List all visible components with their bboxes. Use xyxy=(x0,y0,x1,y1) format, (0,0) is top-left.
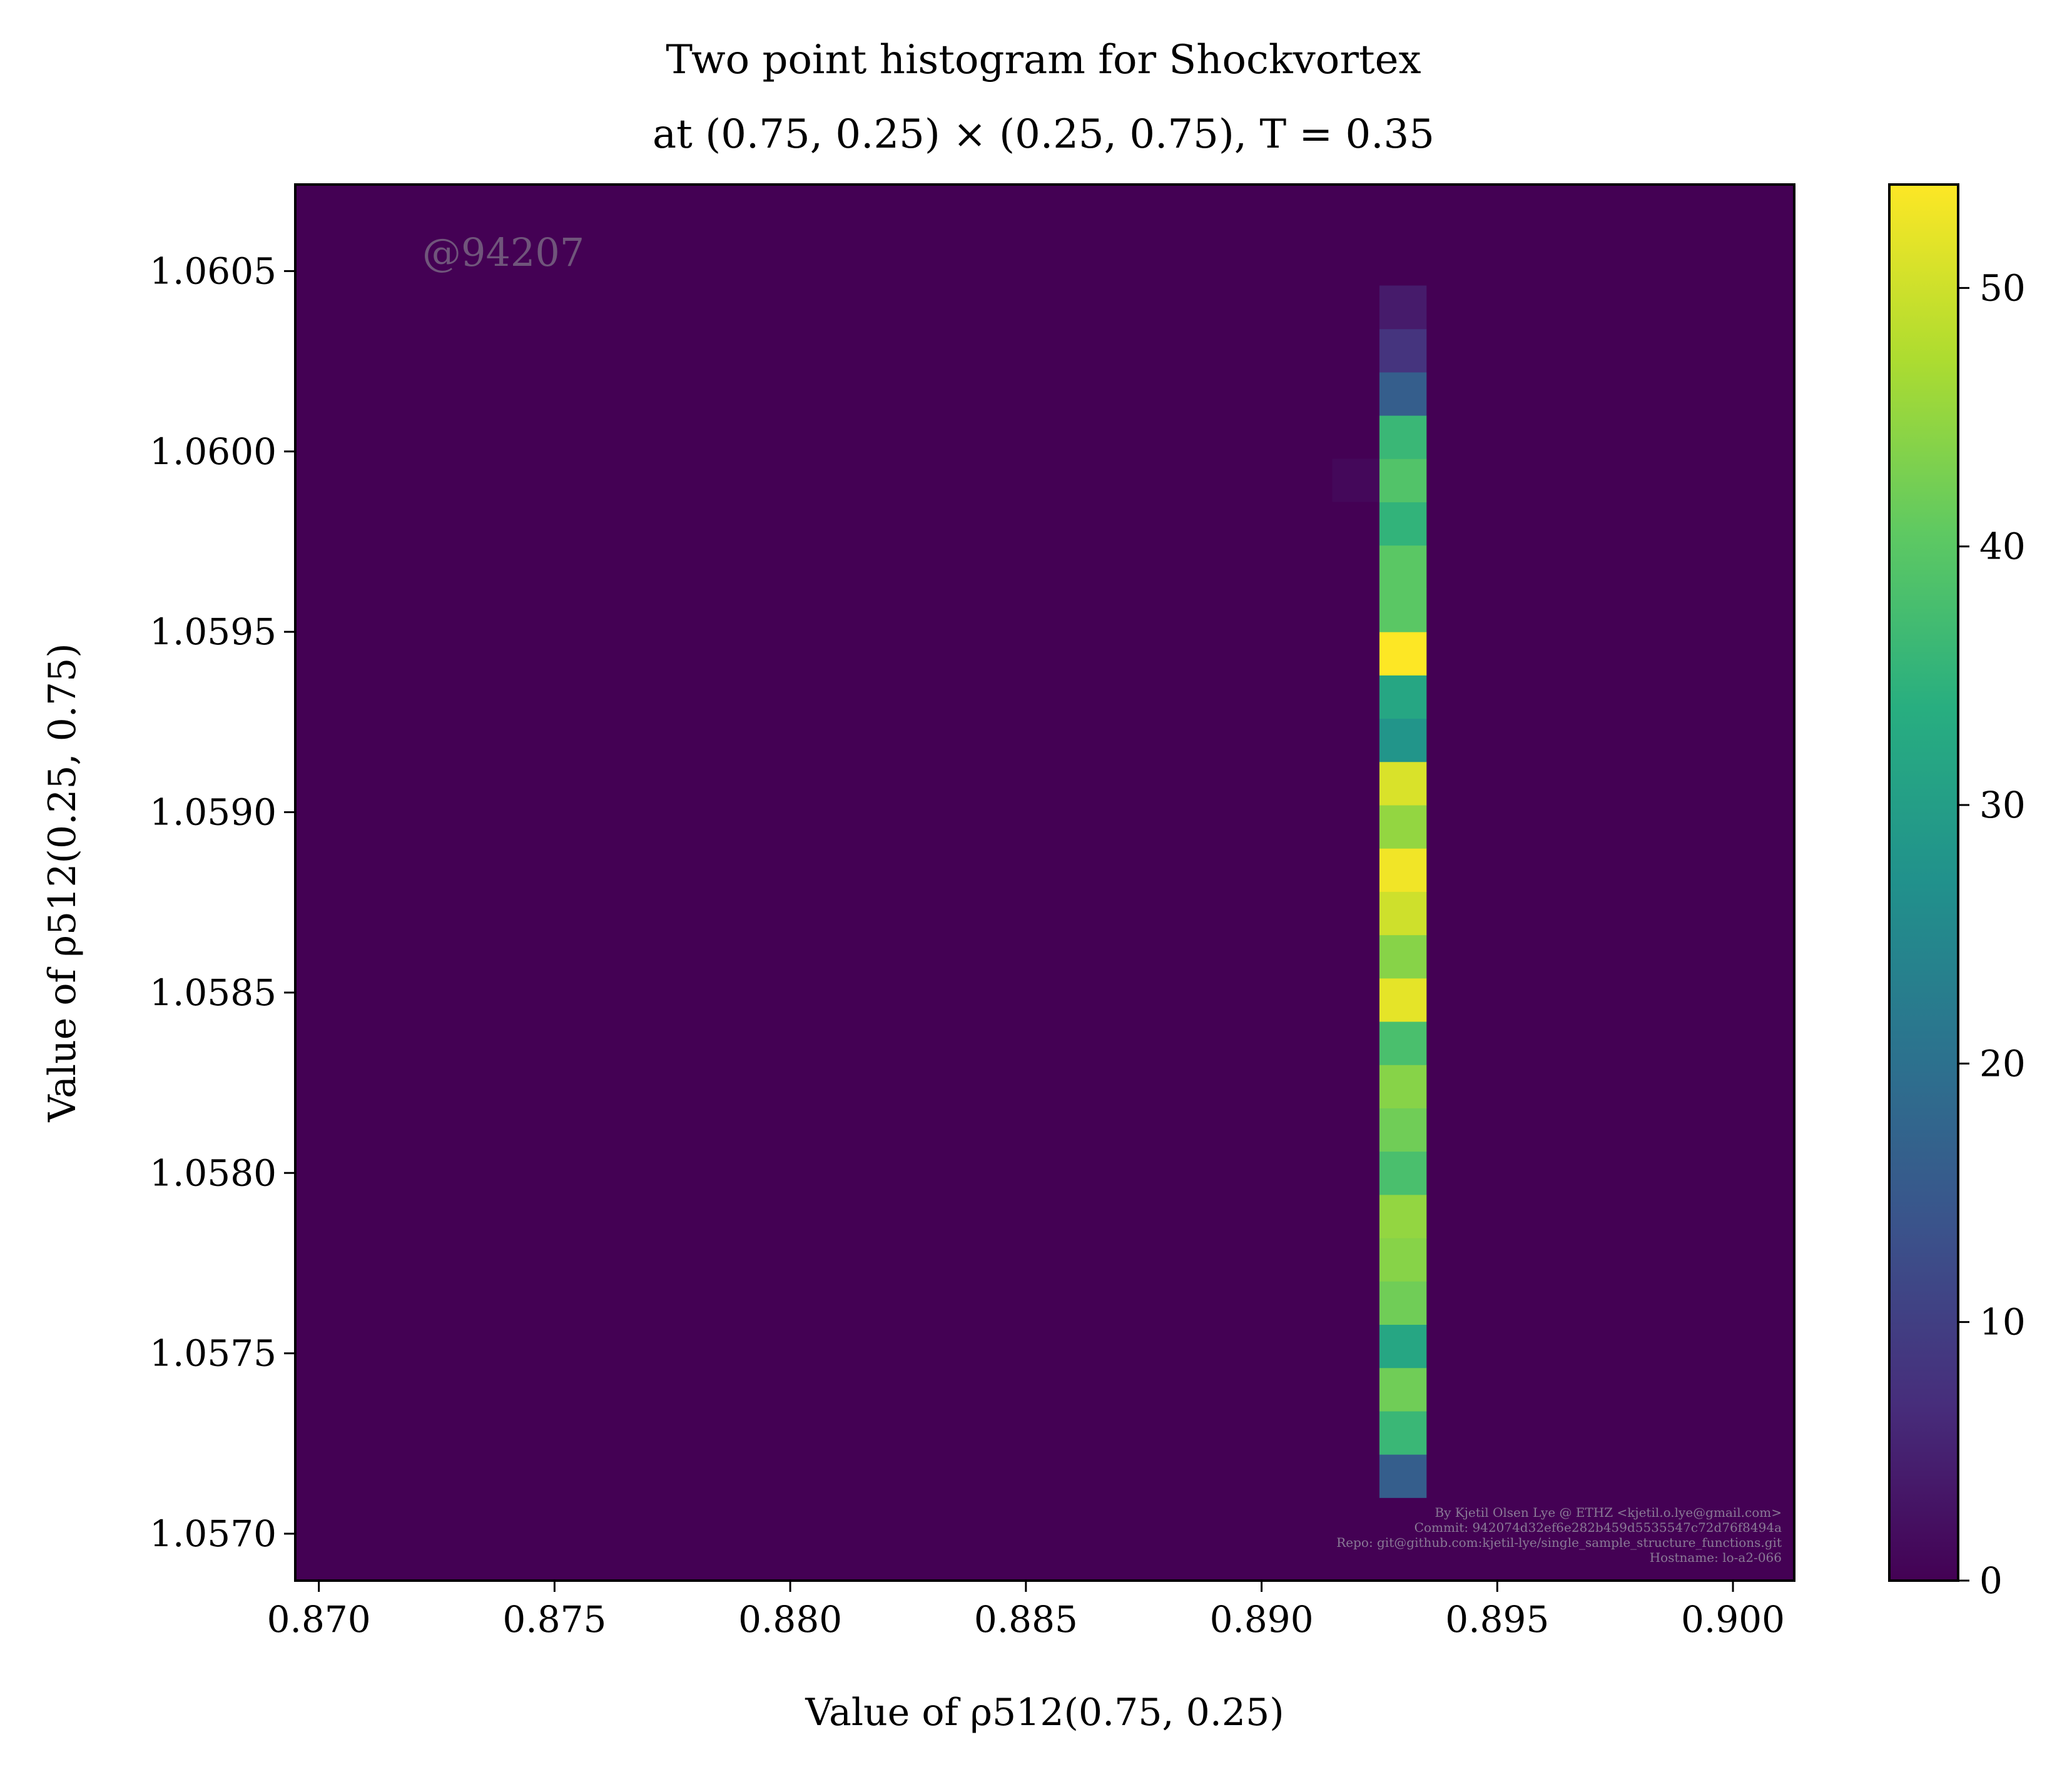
histogram-cell xyxy=(1379,718,1427,762)
histogram-cell xyxy=(1379,805,1427,849)
histogram-cell xyxy=(1379,1065,1427,1108)
y-tick-label: 1.0595 xyxy=(150,610,277,653)
colorbar-tick-label: 40 xyxy=(1979,525,2026,568)
y-tick-label: 1.0575 xyxy=(150,1332,277,1375)
plot-area: @94207 By Kjetil Olsen Lye @ ETHZ <kjeti… xyxy=(294,183,1795,1582)
histogram-cell xyxy=(1379,285,1427,330)
histogram-cell xyxy=(1379,1281,1427,1325)
x-axis-ticks: 0.870 0.875 0.880 0.885 0.890 0.895 0.900 xyxy=(267,1581,1785,1641)
histogram-cell xyxy=(1379,458,1427,503)
colorbar-ticks: 0 10 20 30 40 50 xyxy=(1958,266,2026,1602)
histogram-cell xyxy=(1379,372,1427,416)
histogram-cell xyxy=(1379,1194,1427,1238)
histogram-cell xyxy=(1379,978,1427,1022)
footer-annotation-line: Hostname: lo-a2-066 xyxy=(1650,1550,1782,1565)
x-tick-label: 0.875 xyxy=(502,1598,606,1641)
footer-annotation-line: Repo: git@github.com:kjetil-lye/single_s… xyxy=(1336,1535,1782,1550)
histogram-cell xyxy=(1379,891,1427,936)
x-tick-label: 0.870 xyxy=(267,1598,371,1641)
y-tick-label: 1.0605 xyxy=(150,250,277,292)
chart-title-line1: Two point histogram for Shockvortex xyxy=(666,37,1421,83)
histogram-cells xyxy=(1332,285,1427,1498)
colorbar-gradient xyxy=(1888,183,1959,1582)
histogram-cell xyxy=(1379,1108,1427,1152)
histogram-cell xyxy=(1379,1238,1427,1282)
histogram-cell xyxy=(1379,848,1427,892)
y-tick-label: 1.0570 xyxy=(150,1512,277,1555)
histogram-cell xyxy=(1379,415,1427,459)
histogram-cell-faint xyxy=(1332,458,1379,502)
plot-background xyxy=(295,185,1794,1581)
x-tick-label: 0.880 xyxy=(738,1598,842,1641)
histogram-cell xyxy=(1379,934,1427,979)
histogram-cell xyxy=(1379,675,1427,719)
chart-title-line2: at (0.75, 0.25) × (0.25, 0.75), T = 0.35 xyxy=(653,111,1435,158)
y-tick-label: 1.0590 xyxy=(150,791,277,834)
histogram-cell xyxy=(1379,588,1427,632)
y-axis-label: Value of ρ512(0.25, 0.75) xyxy=(41,643,84,1122)
footer-annotation-line: By Kjetil Olsen Lye @ ETHZ <kjetil.o.lye… xyxy=(1435,1505,1782,1520)
histogram-cell xyxy=(1379,328,1427,373)
y-tick-label: 1.0580 xyxy=(150,1152,277,1194)
y-tick-label: 1.0585 xyxy=(150,971,277,1014)
y-axis-ticks: 1.0570 1.0575 1.0580 1.0585 1.0590 1.0595 1.06… xyxy=(150,250,295,1555)
colorbar-tick-label: 10 xyxy=(1979,1301,2026,1344)
x-axis-label: Value of ρ512(0.75, 0.25) xyxy=(805,1691,1284,1734)
colorbar-tick-label: 20 xyxy=(1979,1042,2026,1085)
histogram-cell xyxy=(1379,545,1427,589)
x-tick-label: 0.900 xyxy=(1681,1598,1785,1641)
footer-annotation-line: Commit: 942074d32ef6e282b459d5535547c72d… xyxy=(1414,1520,1782,1535)
histogram-cell xyxy=(1379,632,1427,676)
histogram-cell xyxy=(1379,1410,1427,1455)
y-tick-label: 1.0600 xyxy=(150,430,277,473)
colorbar-tick-label: 30 xyxy=(1979,784,2026,826)
histogram-cell xyxy=(1379,1151,1427,1195)
plot-frame xyxy=(294,183,1795,1582)
colorbar-tick-label: 50 xyxy=(1979,266,2026,309)
histogram-cell xyxy=(1379,1324,1427,1369)
x-tick-label: 0.890 xyxy=(1210,1598,1314,1641)
histogram-cell xyxy=(1379,1367,1427,1412)
histogram-cell xyxy=(1379,1021,1427,1065)
colorbar: 0 10 20 30 40 50 xyxy=(1888,183,2026,1602)
watermark-annotation: @94207 xyxy=(422,230,584,275)
x-tick-label: 0.895 xyxy=(1445,1598,1549,1641)
x-tick-label: 0.885 xyxy=(974,1598,1078,1641)
histogram-cell xyxy=(1379,761,1427,806)
footer-annotation: By Kjetil Olsen Lye @ ETHZ <kjetil.o.lye… xyxy=(1336,1505,1782,1565)
histogram-cell xyxy=(1379,502,1427,546)
colorbar-tick-label: 0 xyxy=(1979,1559,2003,1602)
histogram-cell xyxy=(1379,1454,1427,1498)
